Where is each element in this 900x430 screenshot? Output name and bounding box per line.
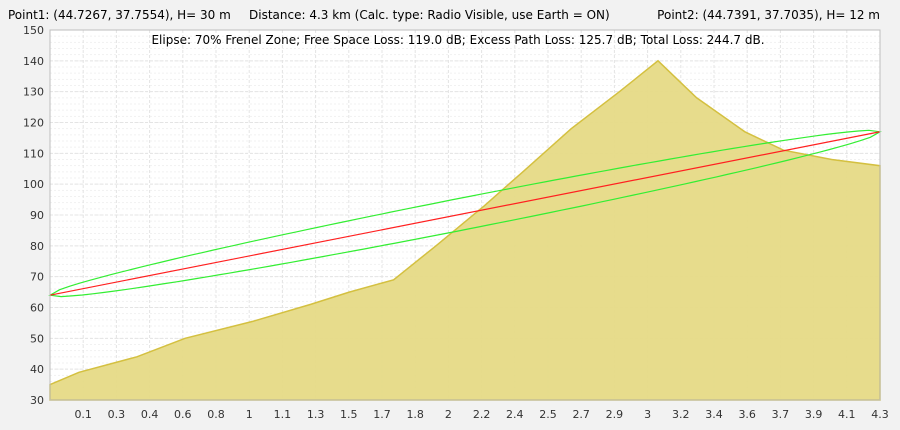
- x-tick-label: 0.1: [74, 408, 92, 421]
- x-tick-label: 4.1: [838, 408, 856, 421]
- x-tick-label: 3.2: [672, 408, 690, 421]
- y-tick-label: 110: [23, 147, 44, 160]
- x-tick-label: 1.7: [373, 408, 391, 421]
- y-tick-label: 60: [30, 302, 44, 315]
- info-line: Elipse: 70% Frenel Zone; Free Space Loss…: [151, 33, 764, 47]
- x-tick-label: 2: [445, 408, 452, 421]
- x-tick-label: 1.5: [340, 408, 358, 421]
- point1-label: Point1: (44.7267, 37.7554), H= 30 m: [8, 8, 231, 22]
- y-tick-label: 70: [30, 271, 44, 284]
- x-tick-label: 2.2: [473, 408, 491, 421]
- x-tick-label: 1.8: [406, 408, 424, 421]
- x-tick-label: 0.4: [141, 408, 159, 421]
- y-tick-label: 80: [30, 240, 44, 253]
- x-tick-label: 3: [644, 408, 651, 421]
- x-tick-label: 3.6: [738, 408, 756, 421]
- x-tick-label: 1: [246, 408, 253, 421]
- x-tick-label: 3.7: [772, 408, 790, 421]
- plot-frame: [49, 29, 881, 401]
- x-tick-label: 3.4: [705, 408, 723, 421]
- x-tick-label: 1.1: [274, 408, 292, 421]
- y-tick-label: 130: [23, 86, 44, 99]
- x-axis-ticks: 0.1 0.3 0.4 0.6 0.8 1 1.1 1.3 1.5 1.7 1.8 2 2.2 2.4 2.…: [74, 408, 888, 421]
- x-tick-label: 2.9: [606, 408, 624, 421]
- y-tick-label: 140: [23, 55, 44, 68]
- x-tick-label: 2.5: [539, 408, 557, 421]
- x-tick-label: 0.3: [108, 408, 126, 421]
- x-tick-label: 3.9: [805, 408, 823, 421]
- distance-label: Distance: 4.3 km (Calc. type: Radio Visi…: [249, 8, 610, 22]
- x-tick-label: 0.8: [207, 408, 225, 421]
- y-tick-label: 100: [23, 178, 44, 191]
- y-tick-label: 150: [23, 24, 44, 37]
- x-tick-label: 0.6: [174, 408, 192, 421]
- y-tick-label: 50: [30, 332, 44, 345]
- x-tick-label: 1.3: [307, 408, 325, 421]
- y-tick-label: 90: [30, 209, 44, 222]
- line-of-sight: [49, 131, 881, 296]
- x-tick-label: 2.7: [572, 408, 590, 421]
- x-tick-label: 4.3: [871, 408, 889, 421]
- y-axis-ticks: 30 40 50 60 70 80 90 100 110 120 130 140 150: [23, 24, 44, 407]
- point2-label: Point2: (44.7391, 37.7035), H= 12 m: [657, 8, 880, 22]
- y-tick-label: 120: [23, 117, 44, 130]
- y-tick-label: 30: [30, 394, 44, 407]
- y-tick-label: 40: [30, 363, 44, 376]
- x-tick-label: 2.4: [506, 408, 524, 421]
